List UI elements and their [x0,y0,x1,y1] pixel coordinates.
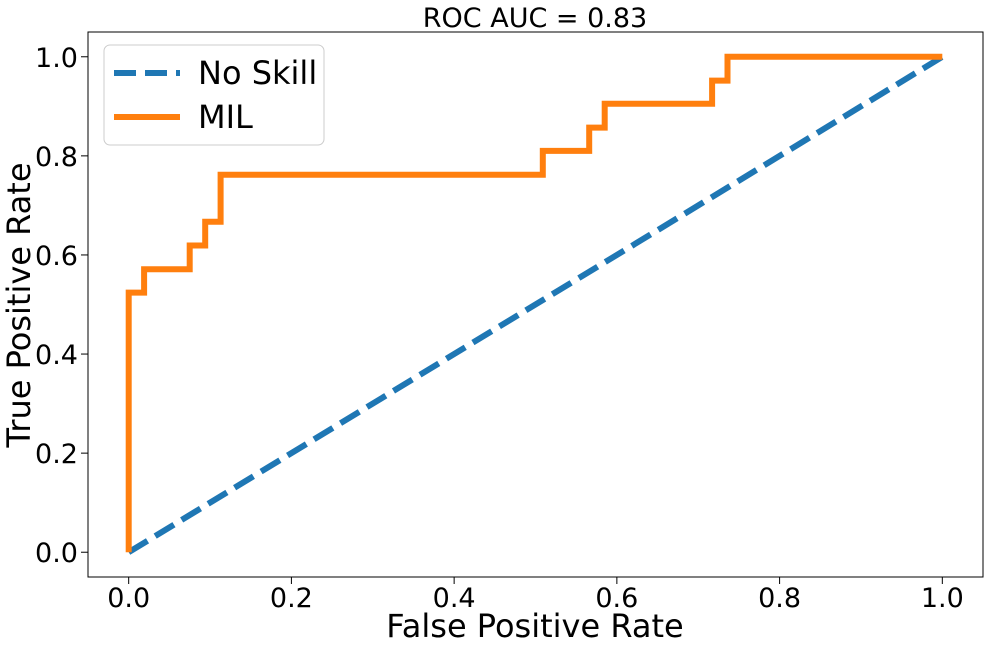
y-tick-label: 1.0 [35,43,78,74]
series-line-no-skill [127,54,944,555]
y-tick-label: 0.0 [35,538,78,569]
series-line-mil [125,53,943,553]
y-tick-label: 0.8 [35,142,78,173]
chart-title: ROC AUC = 0.83 [423,3,647,34]
y-tick-label: 0.4 [35,340,78,371]
legend: No Skill MIL [103,44,325,146]
legend-label: No Skill [198,54,317,92]
x-tick-label: 0.8 [758,583,801,614]
plot-frame [87,31,984,578]
x-tick-label: 1.0 [921,583,964,614]
y-axis-label: True Positive Rate [0,162,38,448]
x-tick-label: 0.2 [270,583,313,614]
x-tick-label: 0.0 [107,583,150,614]
y-tick-label: 0.2 [35,439,78,470]
x-tick-label: 0.6 [595,583,638,614]
x-tick-label: 0.4 [433,583,476,614]
axis-ticks: 0.0 0.2 0.4 0.6 0.8 1.0 0.0 0.2 0.4 0.6 0.8 1.0 [35,43,964,614]
x-axis-label: False Positive Rate [386,607,683,645]
legend-label: MIL [198,98,253,136]
plot-area [87,31,984,578]
y-tick-label: 0.6 [35,241,78,272]
